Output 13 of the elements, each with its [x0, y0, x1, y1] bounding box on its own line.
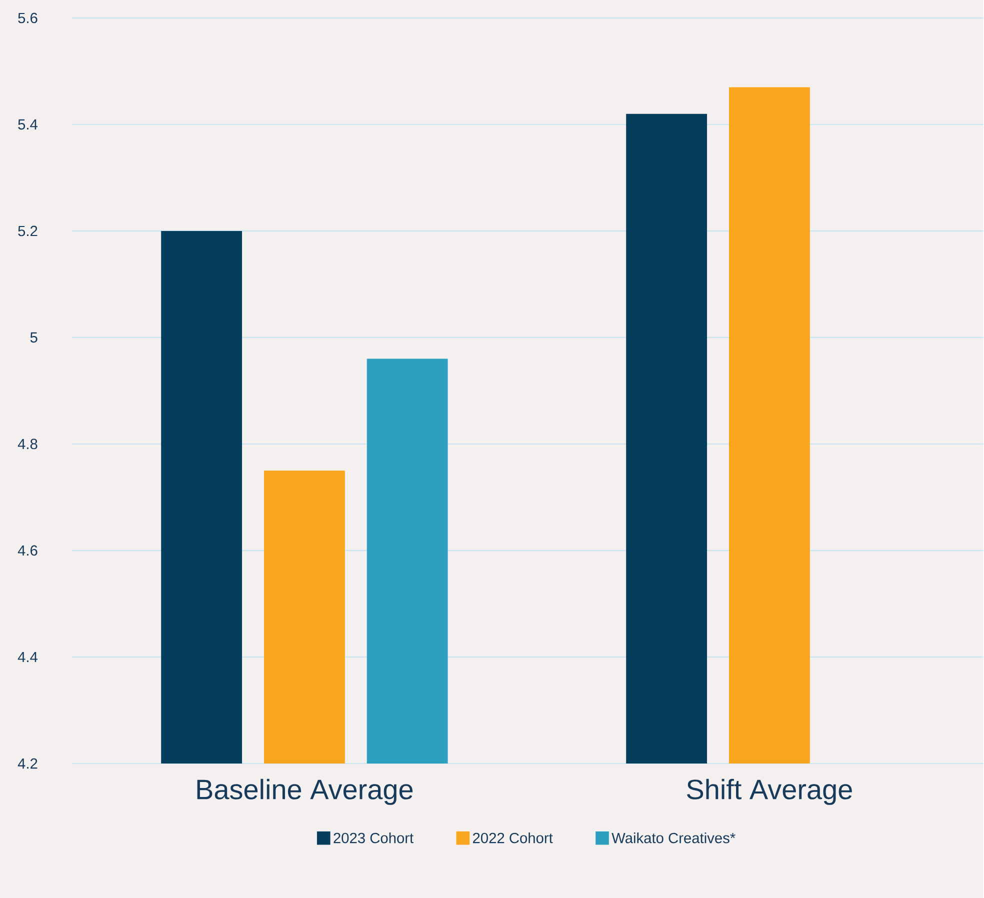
legend-label: 2023 Cohort: [334, 832, 414, 844]
y-tick-label: 4.4: [18, 652, 38, 662]
y-tick-label: 5.4: [18, 119, 38, 130]
y-tick-label: 5.2: [18, 226, 38, 236]
y-tick-label: 4.6: [18, 545, 38, 556]
y-tick-label: 5: [30, 332, 38, 342]
y-tick-label: 5.6: [18, 12, 38, 23]
x-tick-label: Baseline Average: [197, 778, 413, 805]
y-tick-label: 4.8: [18, 438, 38, 449]
legend-label: 2022 Cohort: [473, 832, 553, 844]
x-tick-label: Shift Average: [686, 778, 852, 805]
legend-label: Waikato Creatives*: [612, 832, 736, 844]
y-tick-label: 4.2: [18, 758, 38, 768]
